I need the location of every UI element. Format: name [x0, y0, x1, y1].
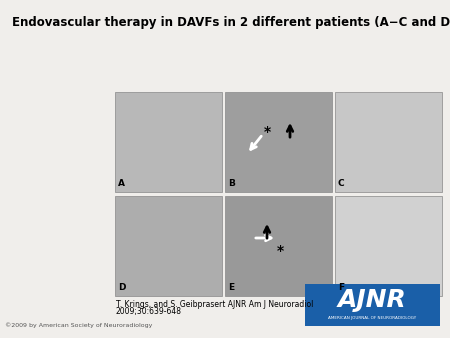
Bar: [115, 196, 222, 296]
Bar: [335, 196, 442, 296]
Text: F: F: [338, 283, 344, 292]
Text: A: A: [118, 179, 125, 188]
Bar: [305, 284, 440, 326]
Text: *: *: [263, 125, 270, 139]
Text: C: C: [338, 179, 345, 188]
Text: 2009;30:639-648: 2009;30:639-648: [116, 307, 182, 316]
Text: D: D: [118, 283, 126, 292]
Text: ©2009 by American Society of Neuroradiology: ©2009 by American Society of Neuroradiol…: [5, 322, 153, 328]
Bar: [335, 92, 442, 192]
Text: B: B: [228, 179, 235, 188]
Bar: [225, 92, 332, 192]
Bar: [225, 196, 332, 296]
Text: AJNR: AJNR: [338, 288, 407, 312]
Text: AMERICAN JOURNAL OF NEURORADIOLOGY: AMERICAN JOURNAL OF NEURORADIOLOGY: [328, 316, 417, 320]
Bar: [115, 92, 222, 192]
Text: *: *: [276, 244, 284, 258]
Text: T. Krings, and S. Geibprasert AJNR Am J Neuroradiol: T. Krings, and S. Geibprasert AJNR Am J …: [116, 300, 313, 309]
Text: Endovascular therapy in DAVFs in 2 different patients (A−C and D−F, respectively: Endovascular therapy in DAVFs in 2 diffe…: [12, 16, 450, 29]
Text: E: E: [228, 283, 234, 292]
